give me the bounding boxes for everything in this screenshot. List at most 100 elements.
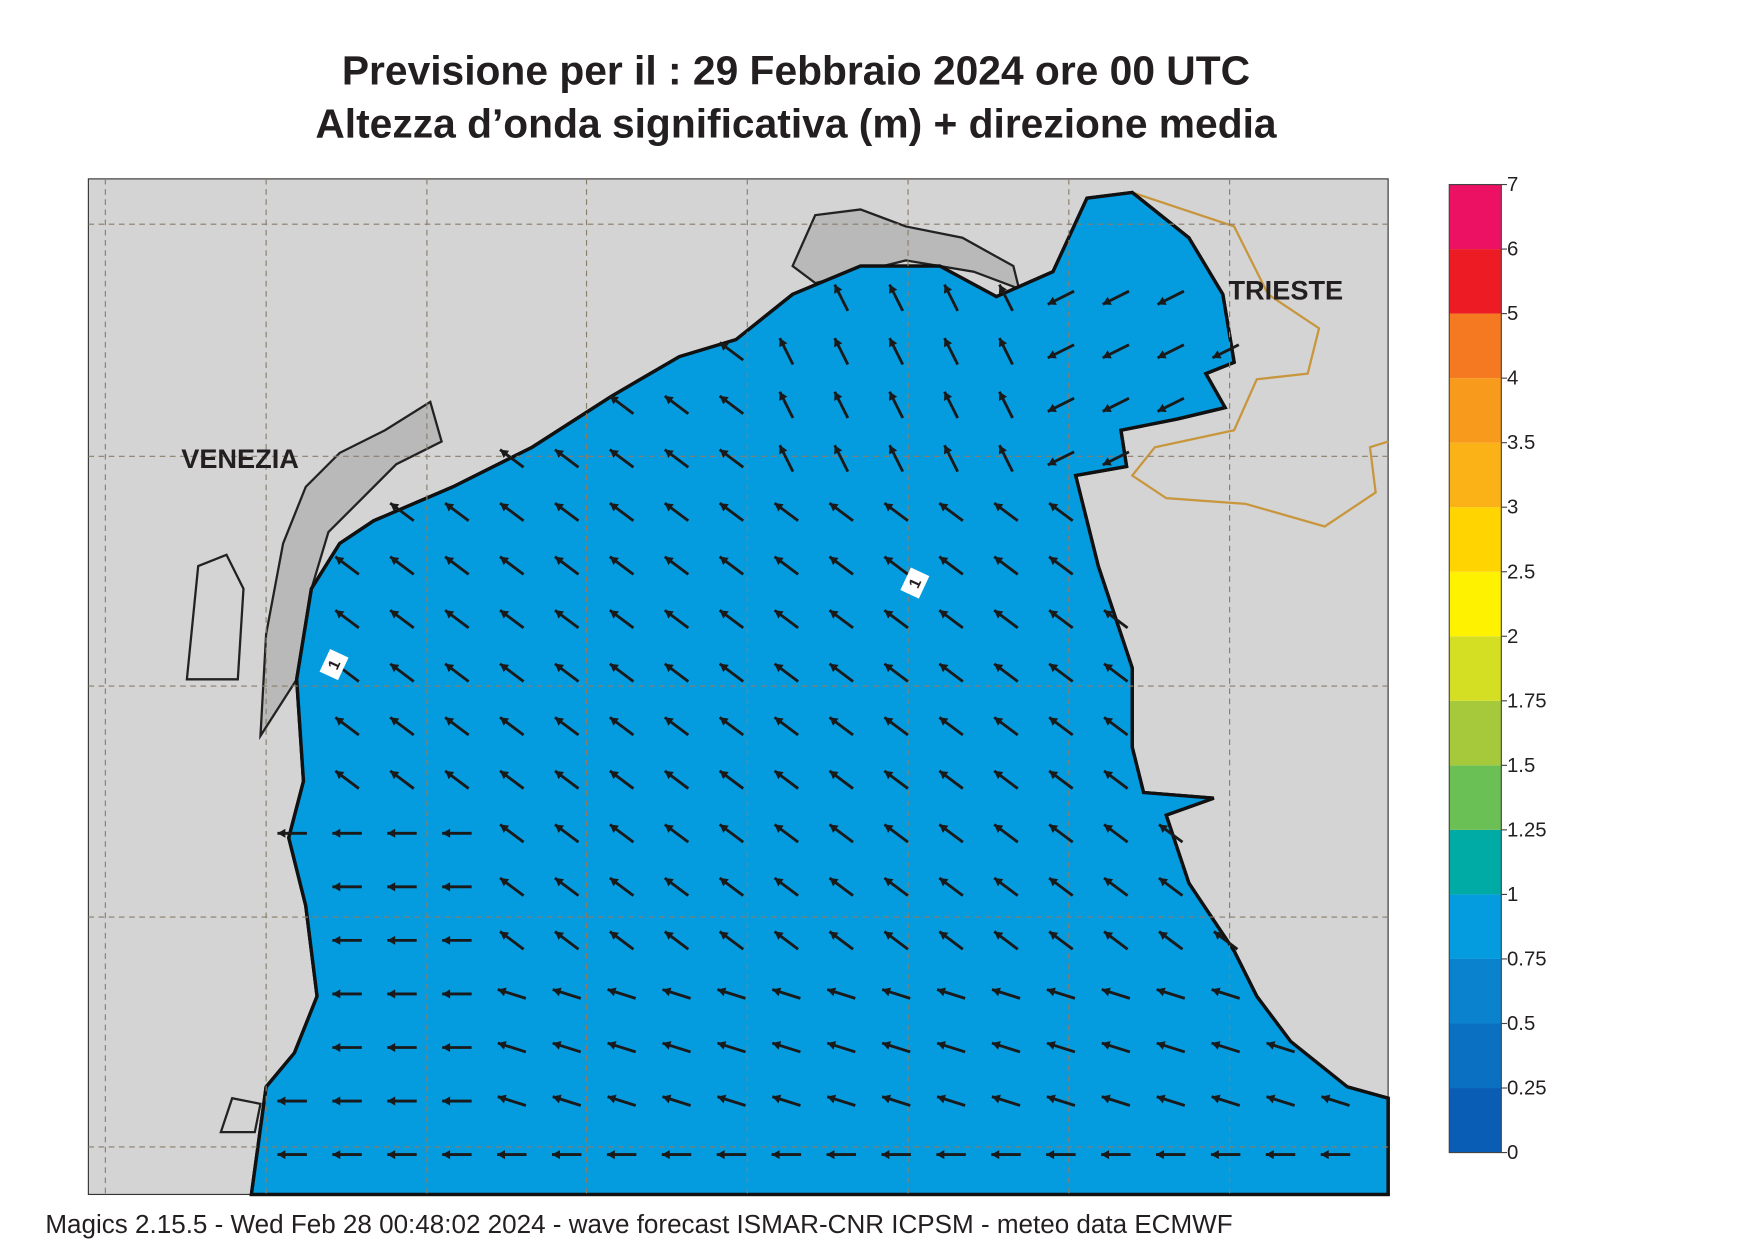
- arrow-head: [884, 610, 894, 619]
- arrow-head: [607, 987, 617, 997]
- color-legend: 0 0.25 0.5 0.75 1 1.25 1.5 1.75 2 2.5 3 3.5 4 5 6 7: [1448, 174, 1547, 1164]
- arrow-head: [881, 1150, 890, 1160]
- arrow-head: [1102, 457, 1112, 466]
- arrow-head: [1212, 350, 1222, 359]
- arrow-head: [827, 1041, 837, 1050]
- arrow-head: [1049, 663, 1059, 673]
- arrow-head: [719, 503, 729, 512]
- arrow-head: [609, 610, 619, 619]
- arrow-head: [774, 556, 784, 566]
- graticule: [88, 178, 1389, 1195]
- arrow-head: [1104, 663, 1114, 673]
- arrow-head: [277, 1096, 286, 1106]
- arrow-head: [994, 556, 1004, 566]
- arrow-head: [335, 717, 345, 726]
- arrow-head: [944, 445, 953, 455]
- arrow-head: [552, 987, 562, 997]
- arrow-head: [1156, 1150, 1164, 1160]
- legend-label: 6: [1507, 239, 1518, 261]
- coastline: [219, 1096, 262, 1134]
- arrow-head: [1049, 824, 1059, 833]
- arrow-head: [662, 1094, 672, 1104]
- arrow-head: [554, 556, 564, 566]
- arrow-head: [500, 931, 510, 940]
- arrow-head: [500, 717, 510, 726]
- legend-band: [1449, 958, 1502, 1024]
- legend-band: [1449, 636, 1502, 701]
- arrow-head: [1156, 1094, 1166, 1104]
- arrow-head: [939, 878, 949, 887]
- legend-band: [1449, 829, 1502, 895]
- arrow-head: [884, 717, 894, 726]
- arrow-head: [719, 878, 729, 887]
- arrow-head: [500, 824, 510, 833]
- arrow-head: [889, 391, 898, 401]
- arrow-head: [390, 503, 400, 512]
- arrow-head: [609, 396, 619, 405]
- arrow-head: [662, 987, 672, 997]
- arrow-head: [719, 824, 729, 833]
- legend-label: 4: [1507, 368, 1518, 390]
- arrow-head: [998, 445, 1008, 455]
- arrow-head: [554, 717, 564, 726]
- arrow-head: [500, 610, 510, 619]
- arrow-head: [387, 1096, 396, 1106]
- arrow-head: [554, 931, 564, 940]
- arrow-head: [609, 556, 619, 566]
- arrow-head: [884, 663, 894, 673]
- contour-label-box: [900, 567, 930, 599]
- arrow-head: [332, 989, 341, 999]
- arrow-head: [1049, 610, 1059, 619]
- legend-band: [1449, 378, 1502, 443]
- arrow-head: [1320, 1150, 1329, 1160]
- legend-label: 2.5: [1507, 561, 1535, 583]
- arrow-head: [554, 610, 564, 619]
- arrow-head: [834, 338, 843, 348]
- arrow-head: [719, 449, 729, 458]
- map: VENEZIA TRIESTE 1 1: [87, 178, 1390, 1197]
- legend-label: 0.5: [1507, 1013, 1535, 1035]
- arrow-head: [834, 445, 843, 455]
- arrow-head: [332, 882, 341, 892]
- arrow-head: [445, 717, 455, 726]
- arrow-head: [662, 1041, 672, 1050]
- arrow-head: [1210, 1150, 1219, 1160]
- arrow-head: [1211, 987, 1221, 997]
- arrow-head: [1321, 1094, 1331, 1104]
- arrow-head: [774, 717, 784, 726]
- arrow-head: [994, 610, 1004, 619]
- arrow-head: [774, 824, 784, 833]
- arrow-head: [884, 878, 894, 887]
- arrow-head: [774, 770, 784, 780]
- arrow-head: [497, 987, 507, 997]
- arrow-head: [500, 503, 510, 512]
- arrow-head: [719, 396, 729, 405]
- arrow-head: [442, 882, 451, 892]
- arrow-head: [884, 503, 894, 512]
- title: Previsione per il : 29 Febbraio 2024 ore…: [342, 47, 1250, 93]
- arrow-head: [774, 878, 784, 887]
- arrow-head: [829, 663, 839, 673]
- legend-band: [1449, 765, 1502, 830]
- arrow-head: [939, 503, 949, 512]
- arrow-head: [779, 338, 788, 348]
- arrow-head: [609, 663, 619, 673]
- arrow-head: [774, 931, 784, 940]
- arrow-head: [500, 556, 510, 566]
- arrow-head: [882, 987, 892, 997]
- arrow-head: [944, 284, 953, 294]
- arrow-head: [994, 717, 1004, 726]
- arrow-head: [1157, 296, 1167, 305]
- legend-label: 1.25: [1507, 819, 1547, 841]
- arrow-head: [500, 449, 510, 458]
- arrow-head: [1104, 878, 1114, 887]
- arrow-head: [1047, 296, 1057, 305]
- arrow-head: [664, 663, 674, 673]
- arrow-head: [609, 717, 619, 726]
- legend-label: 5: [1507, 303, 1518, 325]
- arrow-head: [335, 610, 345, 619]
- arrow-head: [998, 391, 1008, 401]
- arrow-head: [829, 610, 839, 619]
- arrow-head: [1047, 457, 1057, 466]
